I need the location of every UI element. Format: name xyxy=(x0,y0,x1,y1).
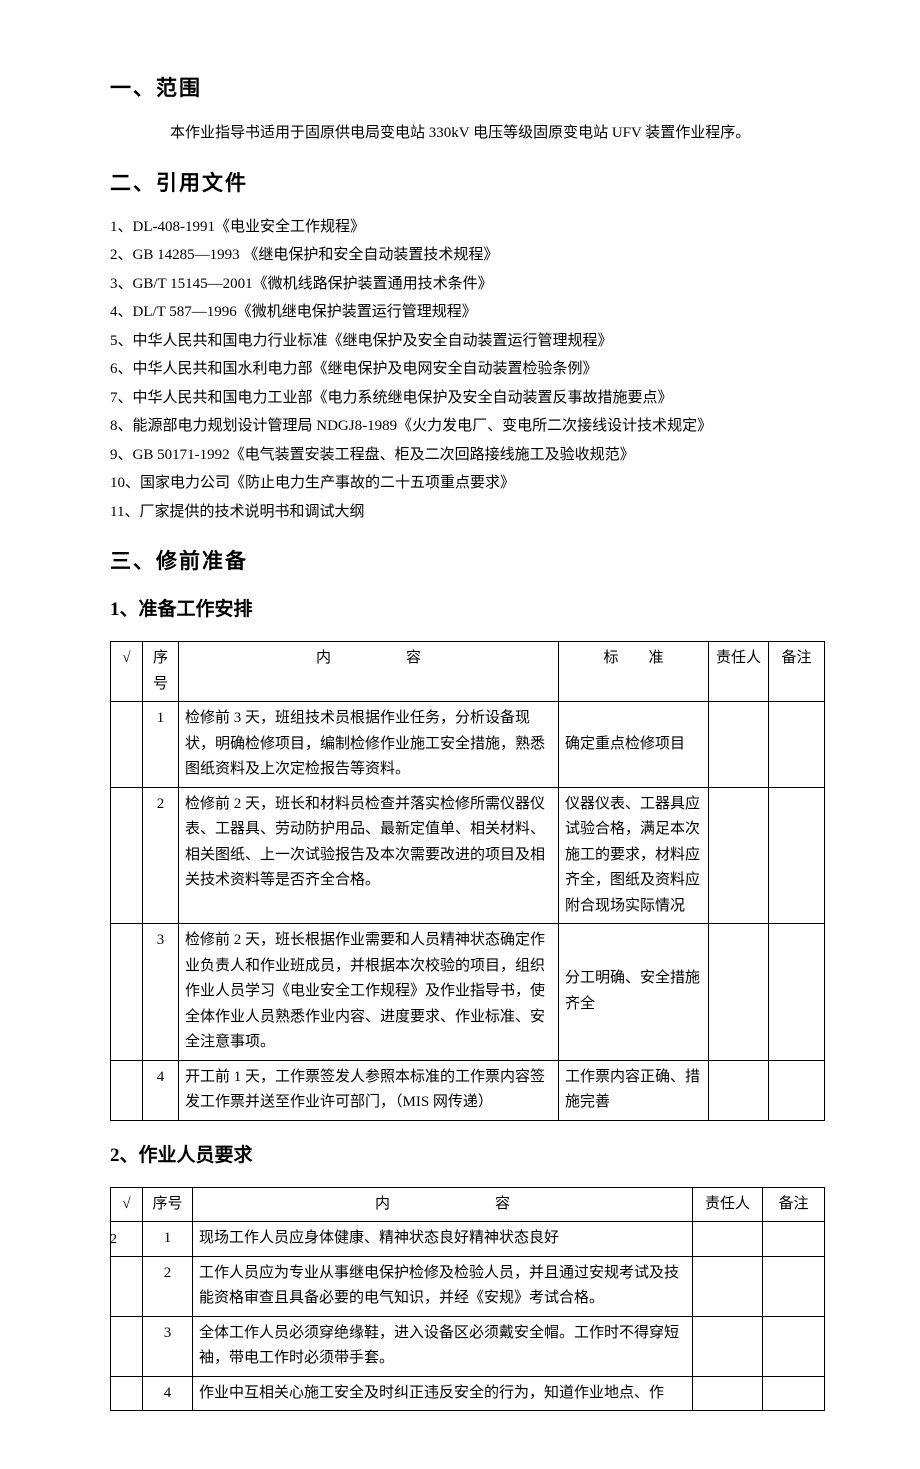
ref-item: 11、厂家提供的技术说明书和调试大纲 xyxy=(110,500,825,526)
ref-item: 5、中华人民共和国电力行业标准《继电保护及安全自动装置运行管理规程》 xyxy=(110,329,825,355)
cell-responsible xyxy=(693,1316,763,1376)
cell-standard: 分工明确、安全措施齐全 xyxy=(559,924,709,1061)
ref-item: 6、中华人民共和国水利电力部《继电保护及电网安全自动装置检验条例》 xyxy=(110,357,825,383)
cell-note xyxy=(769,924,825,1061)
ref-item: 2、GB 14285—1993 《继电保护和安全自动装置技术规程》 xyxy=(110,243,825,269)
cell-content: 检修前 3 天，班组技术员根据作业任务，分析设备现状，明确检修项目，编制检修作业… xyxy=(179,702,559,788)
cell-seq: 4 xyxy=(143,1060,179,1120)
table-row: 4 作业中互相关心施工安全及时纠正违反安全的行为，知道作业地点、作 xyxy=(111,1376,825,1411)
header-content: 内 容 xyxy=(179,642,559,702)
cell-note xyxy=(763,1222,825,1257)
ref-item: 7、中华人民共和国电力工业部《电力系统继电保护及安全自动装置反事故措施要点》 xyxy=(110,386,825,412)
table-row: 3 全体工作人员必须穿绝缘鞋，进入设备区必须戴安全帽。工作时不得穿短袖，带电工作… xyxy=(111,1316,825,1376)
cell-check xyxy=(111,702,143,788)
table-row: 2 检修前 2 天，班长和材料员检查并落实检修所需仪器仪表、工器具、劳动防护用品… xyxy=(111,787,825,924)
table-header-row: √ 序号 内 容 标 准 责任人 备注 xyxy=(111,642,825,702)
header-check: √ xyxy=(111,642,143,702)
cell-note xyxy=(763,1316,825,1376)
header-responsible: 责任人 xyxy=(709,642,769,702)
cell-content: 全体工作人员必须穿绝缘鞋，进入设备区必须戴安全帽。工作时不得穿短袖，带电工作时必… xyxy=(193,1316,693,1376)
ref-item: 8、能源部电力规划设计管理局 NDGJ8-1989《火力发电厂、变电所二次接线设… xyxy=(110,414,825,440)
header-seq: 序号 xyxy=(143,642,179,702)
ref-item: 9、GB 50171-1992《电气装置安装工程盘、柜及二次回路接线施工及验收规… xyxy=(110,443,825,469)
cell-note xyxy=(769,787,825,924)
cell-seq: 2 xyxy=(143,787,179,924)
personnel-table: √ 序号 内 容 责任人 备注 1 现场工作人员应身体健康、精神状态良好精神状态… xyxy=(110,1187,825,1412)
header-standard: 标 准 xyxy=(559,642,709,702)
section-1-intro: 本作业指导书适用于固原供电局变电站 330kV 电压等级固原变电站 UFV 装置… xyxy=(140,120,825,147)
cell-content: 检修前 2 天，班长根据作业需要和人员精神状态确定作业负责人和作业班成员，并根据… xyxy=(179,924,559,1061)
cell-responsible xyxy=(693,1222,763,1257)
cell-seq: 4 xyxy=(143,1376,193,1411)
cell-check xyxy=(111,1060,143,1120)
cell-seq: 1 xyxy=(143,702,179,788)
cell-content: 现场工作人员应身体健康、精神状态良好精神状态良好 xyxy=(193,1222,693,1257)
table-row: 1 现场工作人员应身体健康、精神状态良好精神状态良好 xyxy=(111,1222,825,1257)
cell-seq: 1 xyxy=(143,1222,193,1257)
header-responsible: 责任人 xyxy=(693,1187,763,1222)
cell-seq: 3 xyxy=(143,1316,193,1376)
header-content: 内 容 xyxy=(193,1187,693,1222)
cell-standard: 仪器仪表、工器具应试验合格，满足本次施工的要求，材料应齐全，图纸及资料应附合现场… xyxy=(559,787,709,924)
cell-note xyxy=(763,1376,825,1411)
ref-item: 10、国家电力公司《防止电力生产事故的二十五项重点要求》 xyxy=(110,471,825,497)
cell-check xyxy=(111,1256,143,1316)
cell-check xyxy=(111,924,143,1061)
table-row: 3 检修前 2 天，班长根据作业需要和人员精神状态确定作业负责人和作业班成员，并… xyxy=(111,924,825,1061)
preparation-table: √ 序号 内 容 标 准 责任人 备注 1 检修前 3 天，班组技术员根据作业任… xyxy=(110,641,825,1121)
ref-item: 4、DL/T 587—1996《微机继电保护装置运行管理规程》 xyxy=(110,300,825,326)
header-note: 备注 xyxy=(769,642,825,702)
cell-check xyxy=(111,1316,143,1376)
table-row: 4 开工前 1 天，工作票签发人参照本标准的工作票内容签发工作票并送至作业许可部… xyxy=(111,1060,825,1120)
cell-note xyxy=(763,1256,825,1316)
subsection-1-title: 1、准备工作安排 xyxy=(110,593,825,627)
cell-responsible xyxy=(709,702,769,788)
cell-standard: 确定重点检修项目 xyxy=(559,702,709,788)
ref-item: 1、DL-408-1991《电业安全工作规程》 xyxy=(110,215,825,241)
section-2-title: 二、引用文件 xyxy=(110,165,825,203)
cell-content: 作业中互相关心施工安全及时纠正违反安全的行为，知道作业地点、作 xyxy=(193,1376,693,1411)
cell-standard: 工作票内容正确、措施完善 xyxy=(559,1060,709,1120)
cell-responsible xyxy=(709,924,769,1061)
cell-check xyxy=(111,1376,143,1411)
cell-check xyxy=(111,787,143,924)
cell-responsible xyxy=(693,1256,763,1316)
section-1-title: 一、范围 xyxy=(110,70,825,108)
table-header-row: √ 序号 内 容 责任人 备注 xyxy=(111,1187,825,1222)
table-row: 1 检修前 3 天，班组技术员根据作业任务，分析设备现状，明确检修项目，编制检修… xyxy=(111,702,825,788)
header-seq: 序号 xyxy=(143,1187,193,1222)
subsection-2-title: 2、作业人员要求 xyxy=(110,1139,825,1173)
cell-seq: 3 xyxy=(143,924,179,1061)
cell-note xyxy=(769,702,825,788)
cell-seq: 2 xyxy=(143,1256,193,1316)
cell-content: 工作人员应为专业从事继电保护检修及检验人员，并且通过安规考试及技能资格审查且具备… xyxy=(193,1256,693,1316)
cell-responsible xyxy=(709,787,769,924)
cell-note xyxy=(769,1060,825,1120)
header-check: √ xyxy=(111,1187,143,1222)
cell-responsible xyxy=(709,1060,769,1120)
section-3-title: 三、修前准备 xyxy=(110,543,825,581)
table-row: 2 工作人员应为专业从事继电保护检修及检验人员，并且通过安规考试及技能资格审查且… xyxy=(111,1256,825,1316)
cell-content: 开工前 1 天，工作票签发人参照本标准的工作票内容签发工作票并送至作业许可部门，… xyxy=(179,1060,559,1120)
header-note: 备注 xyxy=(763,1187,825,1222)
reference-list: 1、DL-408-1991《电业安全工作规程》 2、GB 14285—1993 … xyxy=(110,215,825,526)
cell-content: 检修前 2 天，班长和材料员检查并落实检修所需仪器仪表、工器具、劳动防护用品、最… xyxy=(179,787,559,924)
cell-responsible xyxy=(693,1376,763,1411)
page-number: 2 xyxy=(110,1227,117,1252)
ref-item: 3、GB/T 15145—2001《微机线路保护装置通用技术条件》 xyxy=(110,272,825,298)
